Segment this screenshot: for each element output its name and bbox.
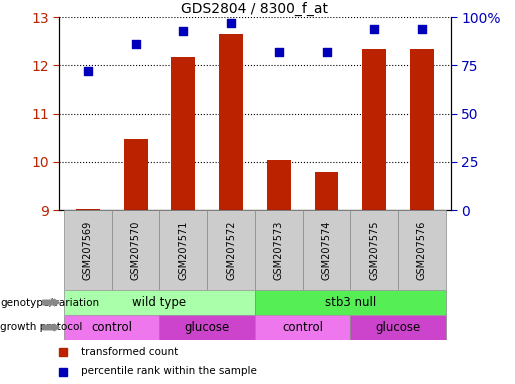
Point bbox=[227, 20, 235, 26]
Text: control: control bbox=[91, 321, 132, 334]
Bar bbox=[410, 49, 434, 210]
Title: GDS2804 / 8300_f_at: GDS2804 / 8300_f_at bbox=[181, 2, 329, 16]
Point bbox=[418, 26, 426, 32]
Bar bbox=[255, 210, 303, 290]
Text: GSM207570: GSM207570 bbox=[131, 220, 141, 280]
Point bbox=[131, 41, 140, 47]
Point bbox=[274, 49, 283, 55]
Bar bbox=[76, 209, 100, 210]
Bar bbox=[124, 139, 147, 210]
Text: genotype/variation: genotype/variation bbox=[0, 298, 99, 308]
Bar bbox=[219, 34, 243, 210]
Bar bbox=[64, 210, 112, 290]
Bar bbox=[350, 315, 446, 340]
Text: GSM207571: GSM207571 bbox=[178, 220, 188, 280]
Text: GSM207575: GSM207575 bbox=[369, 220, 379, 280]
Bar bbox=[350, 210, 398, 290]
Text: GSM207569: GSM207569 bbox=[83, 220, 93, 280]
Text: GSM207572: GSM207572 bbox=[226, 220, 236, 280]
Text: glucose: glucose bbox=[184, 321, 230, 334]
Text: wild type: wild type bbox=[132, 296, 186, 309]
Bar bbox=[64, 315, 160, 340]
Bar bbox=[398, 210, 446, 290]
Text: stb3 null: stb3 null bbox=[325, 296, 376, 309]
Text: percentile rank within the sample: percentile rank within the sample bbox=[81, 366, 256, 376]
Text: glucose: glucose bbox=[375, 321, 421, 334]
Text: transformed count: transformed count bbox=[81, 347, 178, 357]
Text: growth protocol: growth protocol bbox=[0, 323, 82, 333]
Text: control: control bbox=[282, 321, 323, 334]
Bar bbox=[303, 210, 350, 290]
Bar bbox=[267, 161, 291, 210]
Point bbox=[370, 26, 379, 32]
Bar bbox=[363, 49, 386, 210]
Text: GSM207574: GSM207574 bbox=[321, 220, 332, 280]
Bar bbox=[112, 210, 160, 290]
Point bbox=[179, 28, 187, 34]
Bar bbox=[64, 290, 255, 315]
Text: GSM207573: GSM207573 bbox=[274, 220, 284, 280]
Point bbox=[322, 49, 331, 55]
Bar bbox=[160, 315, 255, 340]
Bar bbox=[255, 315, 350, 340]
Point bbox=[84, 68, 92, 74]
Bar bbox=[207, 210, 255, 290]
Bar bbox=[171, 57, 195, 210]
Bar bbox=[315, 172, 338, 210]
Bar bbox=[255, 290, 446, 315]
Text: GSM207576: GSM207576 bbox=[417, 220, 427, 280]
Bar bbox=[160, 210, 207, 290]
